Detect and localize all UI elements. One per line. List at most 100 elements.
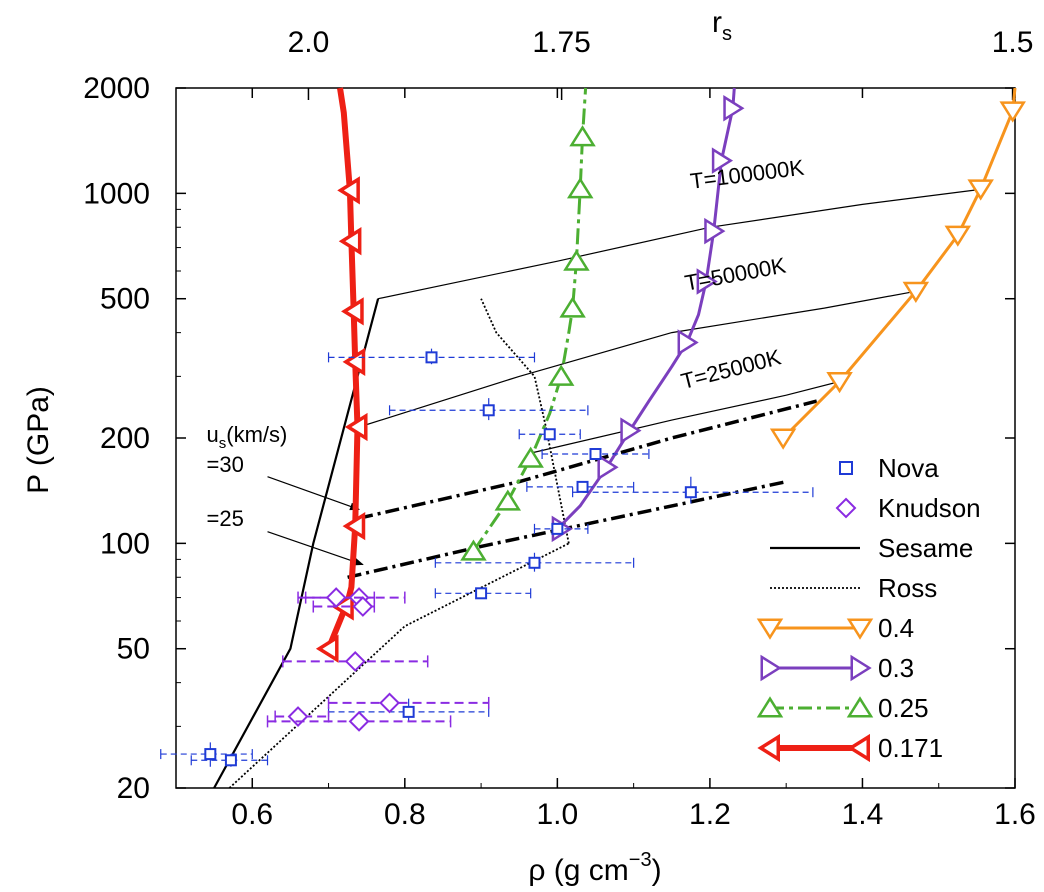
nova-point bbox=[589, 448, 602, 461]
velocity-label-sub: s bbox=[219, 435, 227, 452]
legend-entry-label: 0.4 bbox=[878, 613, 914, 643]
legend-entry-label: 0.3 bbox=[878, 653, 914, 683]
sesame-hugoniot-line bbox=[213, 298, 380, 789]
isotherm-label: T=50000K bbox=[683, 253, 788, 296]
sesame-isotherm-line bbox=[377, 188, 985, 300]
y-axis-label: P (GPa) bbox=[22, 386, 55, 494]
curve-marker-0-25 bbox=[566, 177, 594, 199]
legend-sample-marker bbox=[756, 696, 784, 718]
knudson-point bbox=[287, 706, 309, 727]
x-tick-label: 1.2 bbox=[689, 798, 731, 831]
curve-marker-0-25 bbox=[494, 489, 522, 511]
curve-marker-0-4 bbox=[826, 372, 853, 394]
top-axis-label: rs bbox=[712, 6, 732, 45]
curve-marker-0-25 bbox=[547, 364, 575, 386]
curve-marker-0-25 bbox=[460, 539, 487, 561]
nova-point bbox=[425, 351, 438, 364]
nova-point bbox=[482, 404, 495, 417]
legend-sample-marker bbox=[847, 733, 870, 763]
curve-marker-0-4 bbox=[944, 225, 972, 247]
velocity-arrow bbox=[267, 531, 364, 566]
x-axis-label-close: ) bbox=[652, 854, 662, 887]
top-axis-label-main: r bbox=[712, 6, 722, 39]
curve-marker-0-171 bbox=[338, 227, 362, 256]
isotherm-label: T=100000K bbox=[689, 155, 806, 194]
ross-lower-line bbox=[228, 542, 570, 789]
curve-0-25 bbox=[472, 87, 588, 553]
nova-point bbox=[551, 522, 564, 535]
experimental-points-layer bbox=[160, 348, 814, 767]
nova-point bbox=[402, 705, 415, 718]
legend-entry-label: Nova bbox=[878, 453, 939, 483]
nova-point bbox=[224, 754, 237, 767]
x-axis-label: ρ (g cm−3) bbox=[528, 849, 661, 887]
knudson-point bbox=[344, 650, 366, 672]
legend-sample-knudson bbox=[835, 497, 857, 519]
curve-marker-0-25 bbox=[569, 125, 596, 147]
curve-marker-0-25 bbox=[559, 296, 586, 318]
curve-marker-0-171 bbox=[341, 297, 364, 326]
curve-marker-0-3 bbox=[696, 268, 718, 295]
curve-marker-0-171 bbox=[344, 412, 368, 442]
knudson-point bbox=[352, 596, 374, 617]
knudson-point bbox=[348, 710, 370, 732]
curve-marker-0-171 bbox=[315, 634, 339, 663]
isotherm-label: T=25000K bbox=[678, 344, 783, 394]
velocity-entry-label: =30 bbox=[207, 452, 244, 477]
velocity-dashdot-line bbox=[358, 399, 818, 520]
legend-sample-nova bbox=[839, 461, 853, 475]
curve-marker-0-25 bbox=[517, 446, 544, 468]
curve-marker-0-25 bbox=[563, 249, 590, 271]
ross-upper-line bbox=[480, 298, 570, 544]
x-tick-label: 1.0 bbox=[537, 798, 579, 831]
legend-sample-marker bbox=[846, 696, 874, 718]
top-axis-label-subscript: s bbox=[722, 23, 732, 45]
legend-entry-label: 0.25 bbox=[878, 693, 929, 723]
x-tick-label: 0.8 bbox=[384, 798, 426, 831]
curve-0-3 bbox=[556, 87, 736, 530]
y-tick-label: 100 bbox=[100, 527, 150, 560]
legend-sample-marker bbox=[850, 654, 872, 682]
velocity-label-u: u bbox=[207, 422, 219, 447]
nova-point bbox=[475, 587, 488, 600]
legend-entry-label: Ross bbox=[878, 573, 937, 603]
curve-marker-0-171 bbox=[337, 176, 360, 205]
curve-marker-0-4 bbox=[999, 101, 1026, 123]
curve-marker-0-4 bbox=[769, 428, 797, 450]
sesame-isotherm-line bbox=[358, 290, 916, 428]
legend-sample-marker bbox=[846, 618, 874, 640]
y-tick-label: 2000 bbox=[83, 72, 150, 105]
velocity-label-unit: (km/s) bbox=[226, 422, 287, 447]
legend-entry-label: Knudson bbox=[878, 493, 981, 523]
curve-marker-0-3 bbox=[723, 95, 745, 122]
x-axis-label-main: ρ (g cm bbox=[528, 854, 628, 887]
x-tick-label: 0.6 bbox=[231, 798, 273, 831]
nova-point bbox=[576, 480, 589, 493]
sesame-isotherm-line bbox=[526, 380, 840, 455]
legend-sample-marker bbox=[760, 654, 782, 682]
nova-point bbox=[528, 556, 541, 569]
velocity-label-title: us(km/s) bbox=[207, 422, 288, 452]
nova-point bbox=[684, 486, 697, 499]
curves-layer bbox=[213, 87, 1026, 789]
knudson-point bbox=[379, 692, 400, 714]
legend: Nova Knudson Sesame Ross 0.4 0.3 0.25 0.171 bbox=[756, 453, 981, 763]
legend-entry-label: 0.171 bbox=[878, 733, 943, 763]
curve-0-4 bbox=[782, 87, 1017, 440]
curve-marker-0-3 bbox=[704, 217, 726, 245]
knudson-point bbox=[325, 587, 347, 608]
legend-entry-label: Sesame bbox=[878, 533, 973, 563]
curve-marker-0-3 bbox=[711, 147, 734, 174]
curve-marker-0-4 bbox=[967, 179, 994, 201]
curve-marker-0-171 bbox=[342, 511, 366, 541]
top-tick-label: 2.0 bbox=[288, 26, 330, 59]
y-tick-label: 1000 bbox=[83, 177, 150, 210]
curve-marker-0-3 bbox=[620, 417, 642, 444]
curve-marker-0-3 bbox=[597, 453, 619, 481]
y-tick-label: 20 bbox=[117, 772, 150, 805]
y-tick-label: 50 bbox=[117, 633, 150, 666]
plot-frame-layer: 0.6 0.8 1.0 1.2 1.4 1.6 20 50 100 200 500 1000 2000 2… bbox=[83, 26, 1036, 831]
x-axis-label-superscript: −3 bbox=[629, 849, 652, 871]
curve-marker-0-4 bbox=[902, 281, 930, 304]
